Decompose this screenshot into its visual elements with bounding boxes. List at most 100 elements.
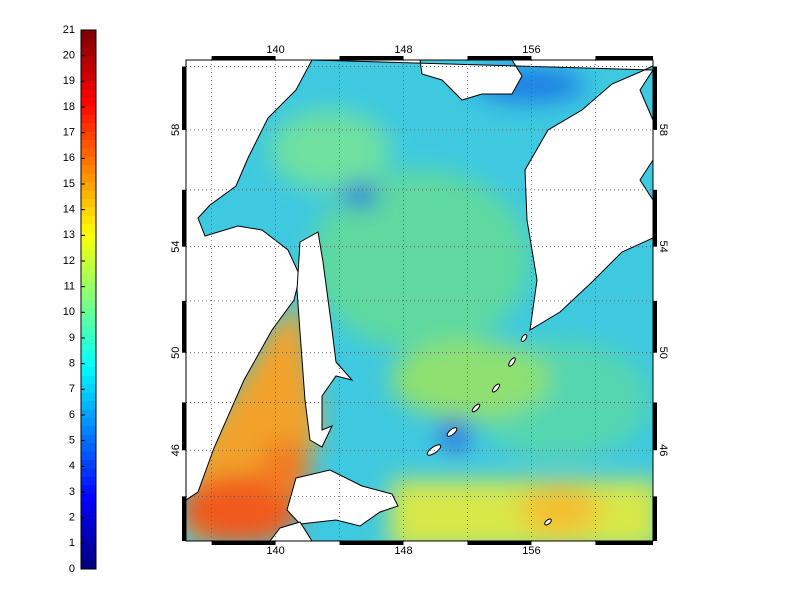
colorbar-cell xyxy=(81,375,96,385)
colorbar-cell xyxy=(81,114,96,124)
colorbar-cell xyxy=(81,223,96,233)
colorbar-cell xyxy=(81,459,96,469)
frame-segment xyxy=(182,189,186,247)
colorbar-cell xyxy=(81,526,96,536)
colorbar-cell xyxy=(81,282,96,292)
frame-segment xyxy=(182,402,186,451)
land xyxy=(186,60,653,541)
colorbar-cell xyxy=(81,291,96,300)
colorbar-cell xyxy=(81,299,96,309)
colorbar-cell xyxy=(81,476,96,486)
colorbar-cell xyxy=(81,552,96,562)
colorbar-tick-label: 3 xyxy=(69,486,75,498)
frame-segment xyxy=(211,541,276,545)
colorbar-tick-label: 18 xyxy=(63,101,75,113)
colorbar-tick-label: 15 xyxy=(63,178,75,190)
colorbar-frame xyxy=(80,29,97,570)
frame-segment xyxy=(182,300,186,353)
colorbar-cell xyxy=(81,333,96,343)
lat-tick-label: 46 xyxy=(657,444,669,456)
colorbar-tick-label: 7 xyxy=(69,383,75,395)
colorbar-cell xyxy=(81,493,96,503)
colorbar-cell xyxy=(81,274,96,284)
colorbar-cell xyxy=(81,139,96,149)
lat-tick-label: 54 xyxy=(170,241,182,253)
colorbar-cell xyxy=(81,80,96,90)
colorbar-tick-label: 4 xyxy=(69,460,75,472)
colorbar-tick-label: 16 xyxy=(63,152,75,164)
colorbar-cell xyxy=(81,198,96,208)
frame-segment xyxy=(653,189,657,247)
colorbar-cell xyxy=(81,72,96,82)
lat-tick-label: 58 xyxy=(657,124,669,136)
colorbar-cell xyxy=(81,425,96,435)
colorbar-cell xyxy=(81,265,96,275)
frame-segment xyxy=(595,56,653,60)
colorbar-cell xyxy=(81,147,96,157)
colorbar-cell xyxy=(81,417,96,427)
colorbar-tick-label: 13 xyxy=(63,229,75,241)
colorbar-tick-label: 2 xyxy=(69,512,75,524)
colorbar-tick-label: 11 xyxy=(64,281,75,293)
colorbar-cell xyxy=(81,55,96,65)
frame-segment xyxy=(653,300,657,353)
colorbar-cell xyxy=(81,181,96,191)
frame-segment xyxy=(467,541,532,545)
colorbar-tick-label: 8 xyxy=(69,358,75,370)
colorbar-cell xyxy=(81,215,96,225)
frame-segment xyxy=(595,541,653,545)
lat-tick-label: 58 xyxy=(170,124,182,136)
colorbar-tick-label: 19 xyxy=(63,75,75,87)
lon-tick-label: 140 xyxy=(266,545,284,557)
colorbar-cell xyxy=(81,156,96,166)
colorbar-cell xyxy=(81,164,96,174)
lon-tick-label: 148 xyxy=(394,545,412,557)
frame-segment xyxy=(211,56,276,60)
colorbar-cell xyxy=(81,97,96,107)
frame-segment xyxy=(182,66,186,130)
lon-tick-label: 156 xyxy=(522,545,540,557)
frame-segment xyxy=(653,402,657,451)
lon-tick-label: 156 xyxy=(522,44,540,56)
colorbar-cell xyxy=(81,535,96,545)
colorbar-cell xyxy=(81,30,96,39)
frame-segment xyxy=(653,66,657,130)
colorbar-cell xyxy=(81,324,96,334)
colorbar-tick-label: 9 xyxy=(69,332,75,344)
colorbar-cell xyxy=(81,510,96,519)
colorbar-cell xyxy=(81,316,96,326)
colorbar-cell xyxy=(81,501,96,511)
colorbar-cell xyxy=(81,543,96,553)
colorbar-cell xyxy=(81,383,96,393)
colorbar-cell xyxy=(81,88,96,98)
colorbar-cell xyxy=(81,434,96,444)
colorbar-cell xyxy=(81,408,96,418)
colorbar-cell xyxy=(81,560,96,570)
colorbar-cell xyxy=(81,122,96,132)
lat-tick-label: 46 xyxy=(170,444,182,456)
colorbar-cell xyxy=(81,451,96,461)
colorbar-cell xyxy=(81,63,96,73)
colorbar-cell xyxy=(81,190,96,199)
colorbar-cell xyxy=(81,341,96,351)
lat-tick-label: 50 xyxy=(170,347,182,359)
colorbar-tick-label: 20 xyxy=(63,50,75,62)
colorbar-tick-label: 17 xyxy=(63,127,75,139)
colorbar-tick-label: 10 xyxy=(63,306,75,318)
colorbar-cell xyxy=(81,248,96,258)
frame-segment xyxy=(467,56,532,60)
lon-tick-label: 148 xyxy=(394,44,412,56)
colorbar-tick-label: 12 xyxy=(63,255,75,267)
colorbar-tick-label: 14 xyxy=(63,204,75,216)
colorbar-cell xyxy=(81,484,96,494)
colorbar-cell xyxy=(81,467,96,477)
colorbar-cell xyxy=(81,366,96,376)
colorbar-cell xyxy=(81,518,96,528)
colorbar-cell xyxy=(81,442,96,452)
frame-segment xyxy=(182,496,186,541)
map-ticks: 140 140 148 148 156 156 46 46 50 50 54 54 58 58 xyxy=(170,44,669,557)
colorbar-cell xyxy=(81,257,96,267)
frame-segment xyxy=(339,541,404,545)
